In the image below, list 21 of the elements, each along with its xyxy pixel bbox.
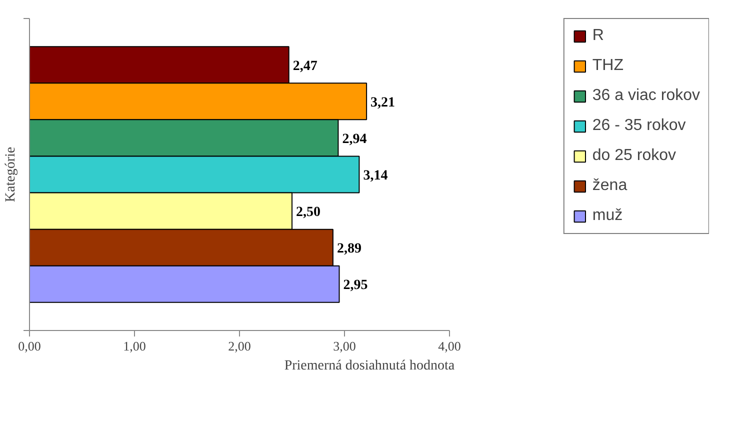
legend-label: žena [592,177,628,195]
legend-label: 36 a viac rokov [592,87,700,105]
x-axis-title: Priemerná dosiahnutá hodnota [284,358,456,374]
x-tick-label: 3,00 [333,338,356,354]
x-tick-label: 0,00 [18,338,41,354]
legend-label: 26 - 35 rokov [592,117,686,135]
legend-label: THZ [592,57,624,75]
y-axis-title: Kategórie [4,146,18,202]
data-label: 2,95 [343,278,368,294]
data-label: 2,50 [296,205,320,220]
data-label: 2,47 [292,58,318,74]
data-label: 3,21 [370,95,396,110]
legend-label: do 25 rokov [592,147,676,165]
data-label: 2,89 [336,242,362,257]
x-tick-label: 4,00 [438,338,461,354]
data-label: 2,94 [342,132,367,147]
x-tick-label: 1,00 [123,338,146,354]
legend-label: R [592,27,605,45]
x-tick-label: 2,00 [228,338,251,354]
data-label: 3,14 [363,168,388,184]
legend-label: muž [592,207,623,225]
